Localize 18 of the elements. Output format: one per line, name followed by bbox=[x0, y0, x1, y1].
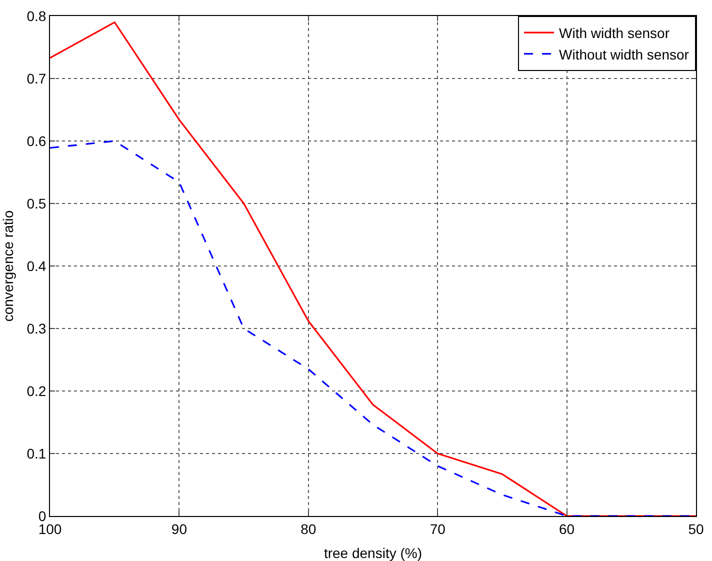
x-axis-title: tree density (%) bbox=[324, 545, 422, 561]
y-tick-label: 0.6 bbox=[26, 132, 46, 149]
x-tick-label: 80 bbox=[300, 520, 316, 537]
x-tick-label: 50 bbox=[688, 520, 704, 537]
x-tick-label: 70 bbox=[430, 520, 446, 537]
x-tick-label: 90 bbox=[171, 520, 188, 537]
y-tick-label: 0.2 bbox=[26, 382, 46, 399]
y-tick-label: 0.5 bbox=[26, 195, 46, 212]
y-tick-label: 0.4 bbox=[26, 258, 46, 274]
line-series bbox=[50, 21, 696, 516]
y-tick-label: 0.8 bbox=[26, 8, 46, 24]
y-tick-label: 0.7 bbox=[26, 70, 46, 86]
legend-label: With width sensor bbox=[559, 25, 670, 42]
y-axis-title: convergence ratio bbox=[0, 210, 16, 322]
legend-label: Without width sensor bbox=[559, 46, 690, 62]
x-tick-label: 60 bbox=[559, 520, 575, 537]
y-tick-label: 0.1 bbox=[26, 445, 46, 462]
y-tick-label: 0.3 bbox=[26, 320, 46, 336]
